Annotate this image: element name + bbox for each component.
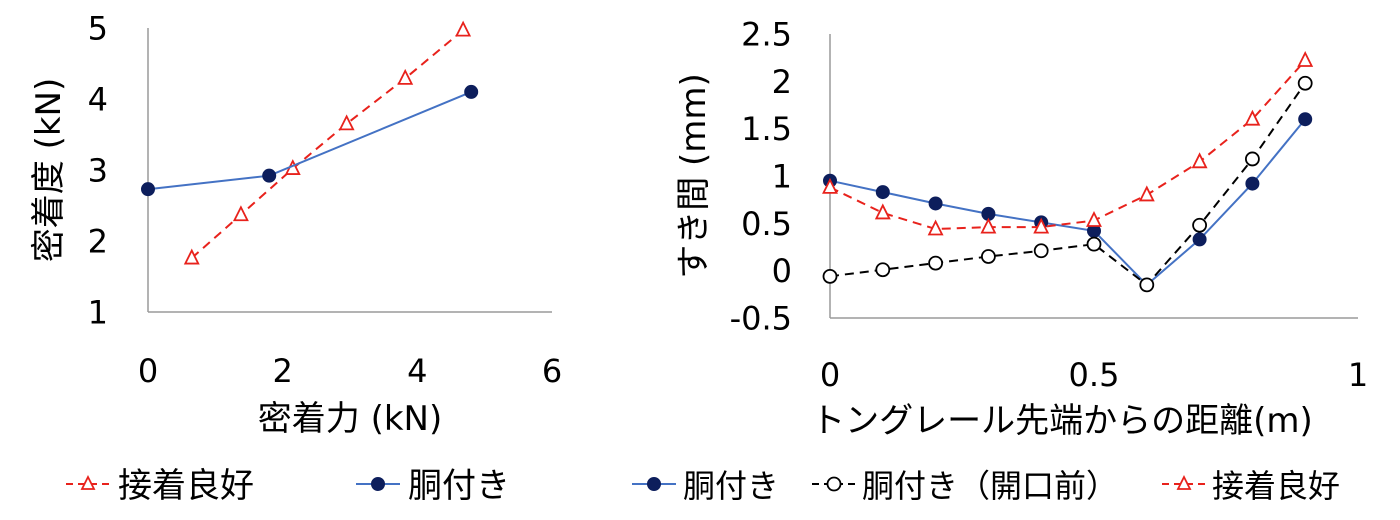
y-tick-label: -0.5 xyxy=(730,300,792,338)
series-0 xyxy=(183,20,472,265)
data-point xyxy=(1191,152,1208,169)
x-tick-label: 1 xyxy=(1348,356,1368,394)
y-tick-label: 4 xyxy=(88,81,108,119)
data-point xyxy=(874,203,891,220)
y-tick-label: 3 xyxy=(88,152,108,190)
legend-label: 胴付き（開口前） xyxy=(862,467,1118,505)
data-point xyxy=(1245,176,1260,191)
y-tick-label: 5 xyxy=(88,10,108,48)
right-x-tick-labels: 0 0.5 1 xyxy=(820,356,1368,394)
x-tick-label: 4 xyxy=(407,352,427,390)
data-point xyxy=(927,219,944,236)
left-plot-series xyxy=(141,20,479,265)
right-y-axis-label: すき間 (mm) xyxy=(674,73,714,279)
data-point xyxy=(1086,210,1102,227)
x-tick-label: 0 xyxy=(820,356,840,394)
y-tick-label: 0 xyxy=(772,252,792,290)
x-tick-label: 2 xyxy=(272,352,292,390)
data-point xyxy=(1192,217,1207,233)
data-point xyxy=(875,262,891,278)
left-y-axis-label: 密着度 (kN) xyxy=(29,78,69,262)
data-point xyxy=(1298,112,1313,127)
legend-item-adhesion-good: 接着良好 xyxy=(1162,467,1340,505)
legend-label: 接着良好 xyxy=(1212,467,1340,505)
right-y-tick-labels: -0.5 0 0.5 1 1.5 2 2.5 xyxy=(730,16,792,338)
series-line xyxy=(829,59,1306,231)
data-point xyxy=(981,249,996,264)
data-point xyxy=(455,20,472,37)
series-line xyxy=(829,118,1306,287)
left-y-tick-labels: 1 2 3 4 5 xyxy=(88,10,108,332)
x-tick-label: 6 xyxy=(542,352,562,390)
data-point xyxy=(141,182,155,197)
legend-item-adhesion-good: 接着良好 xyxy=(66,466,254,506)
series-1 xyxy=(141,84,479,197)
x-tick-label: 0 xyxy=(138,352,158,390)
legend-label: 胴付き xyxy=(683,467,779,505)
data-point xyxy=(1138,185,1155,202)
legend-item-dotsuki: 胴付き xyxy=(632,467,779,505)
y-tick-label: 1 xyxy=(88,294,108,332)
legend-item-dotsuki-before-opening: 胴付き（開口前） xyxy=(812,467,1118,505)
data-point xyxy=(1033,243,1049,259)
data-point xyxy=(464,84,479,99)
data-point xyxy=(397,68,414,85)
y-tick-label: 0.5 xyxy=(741,205,792,243)
data-point xyxy=(1086,236,1102,252)
series-line xyxy=(191,29,464,259)
data-point xyxy=(875,185,890,200)
data-point xyxy=(1192,232,1207,247)
data-point xyxy=(232,205,249,222)
data-point xyxy=(262,168,277,183)
data-point xyxy=(822,268,838,284)
series-1 xyxy=(822,75,1313,293)
right-plot-series xyxy=(822,50,1314,293)
right-legend: 胴付き 胴付き（開口前） 接着良好 xyxy=(632,467,1340,505)
data-point xyxy=(1297,50,1314,67)
x-tick-label: 0.5 xyxy=(1069,356,1120,394)
y-tick-label: 2.5 xyxy=(741,16,792,54)
series-0 xyxy=(823,112,1313,292)
y-tick-label: 2 xyxy=(772,63,792,101)
right-chart: -0.500.511.522.5 0 0.5 1 トングレール先端からの距離(m) … xyxy=(674,16,1368,441)
data-point xyxy=(1297,75,1313,91)
data-point xyxy=(1245,151,1260,167)
legend-label: 胴付き xyxy=(408,466,510,506)
series-2 xyxy=(822,50,1314,236)
left-x-tick-labels: 0 2 4 6 xyxy=(138,352,562,390)
legend-item-dotsuki: 胴付き xyxy=(356,466,510,506)
left-legend: 接着良好 胴付き xyxy=(66,466,510,506)
left-chart: 1 2 3 4 5 0 2 4 6 密着力 (kN) 密着度 (kN) xyxy=(29,10,562,439)
series-line xyxy=(147,90,472,191)
series-line xyxy=(829,82,1307,287)
legend-label: 接着良好 xyxy=(118,466,254,506)
y-tick-label: 1 xyxy=(772,158,792,196)
data-point xyxy=(980,217,997,234)
y-tick-label: 2 xyxy=(88,223,108,261)
data-point xyxy=(822,177,838,194)
right-x-axis-label: トングレール先端からの距離(m) xyxy=(811,401,1313,441)
data-point xyxy=(928,196,943,211)
data-point xyxy=(338,114,355,131)
data-point xyxy=(183,248,200,265)
y-tick-label: 1.5 xyxy=(741,110,792,148)
data-point xyxy=(1033,217,1050,234)
data-point xyxy=(1139,277,1155,293)
data-point xyxy=(1244,109,1261,126)
left-x-axis-label: 密着力 (kN) xyxy=(258,399,442,439)
data-point xyxy=(928,255,943,271)
